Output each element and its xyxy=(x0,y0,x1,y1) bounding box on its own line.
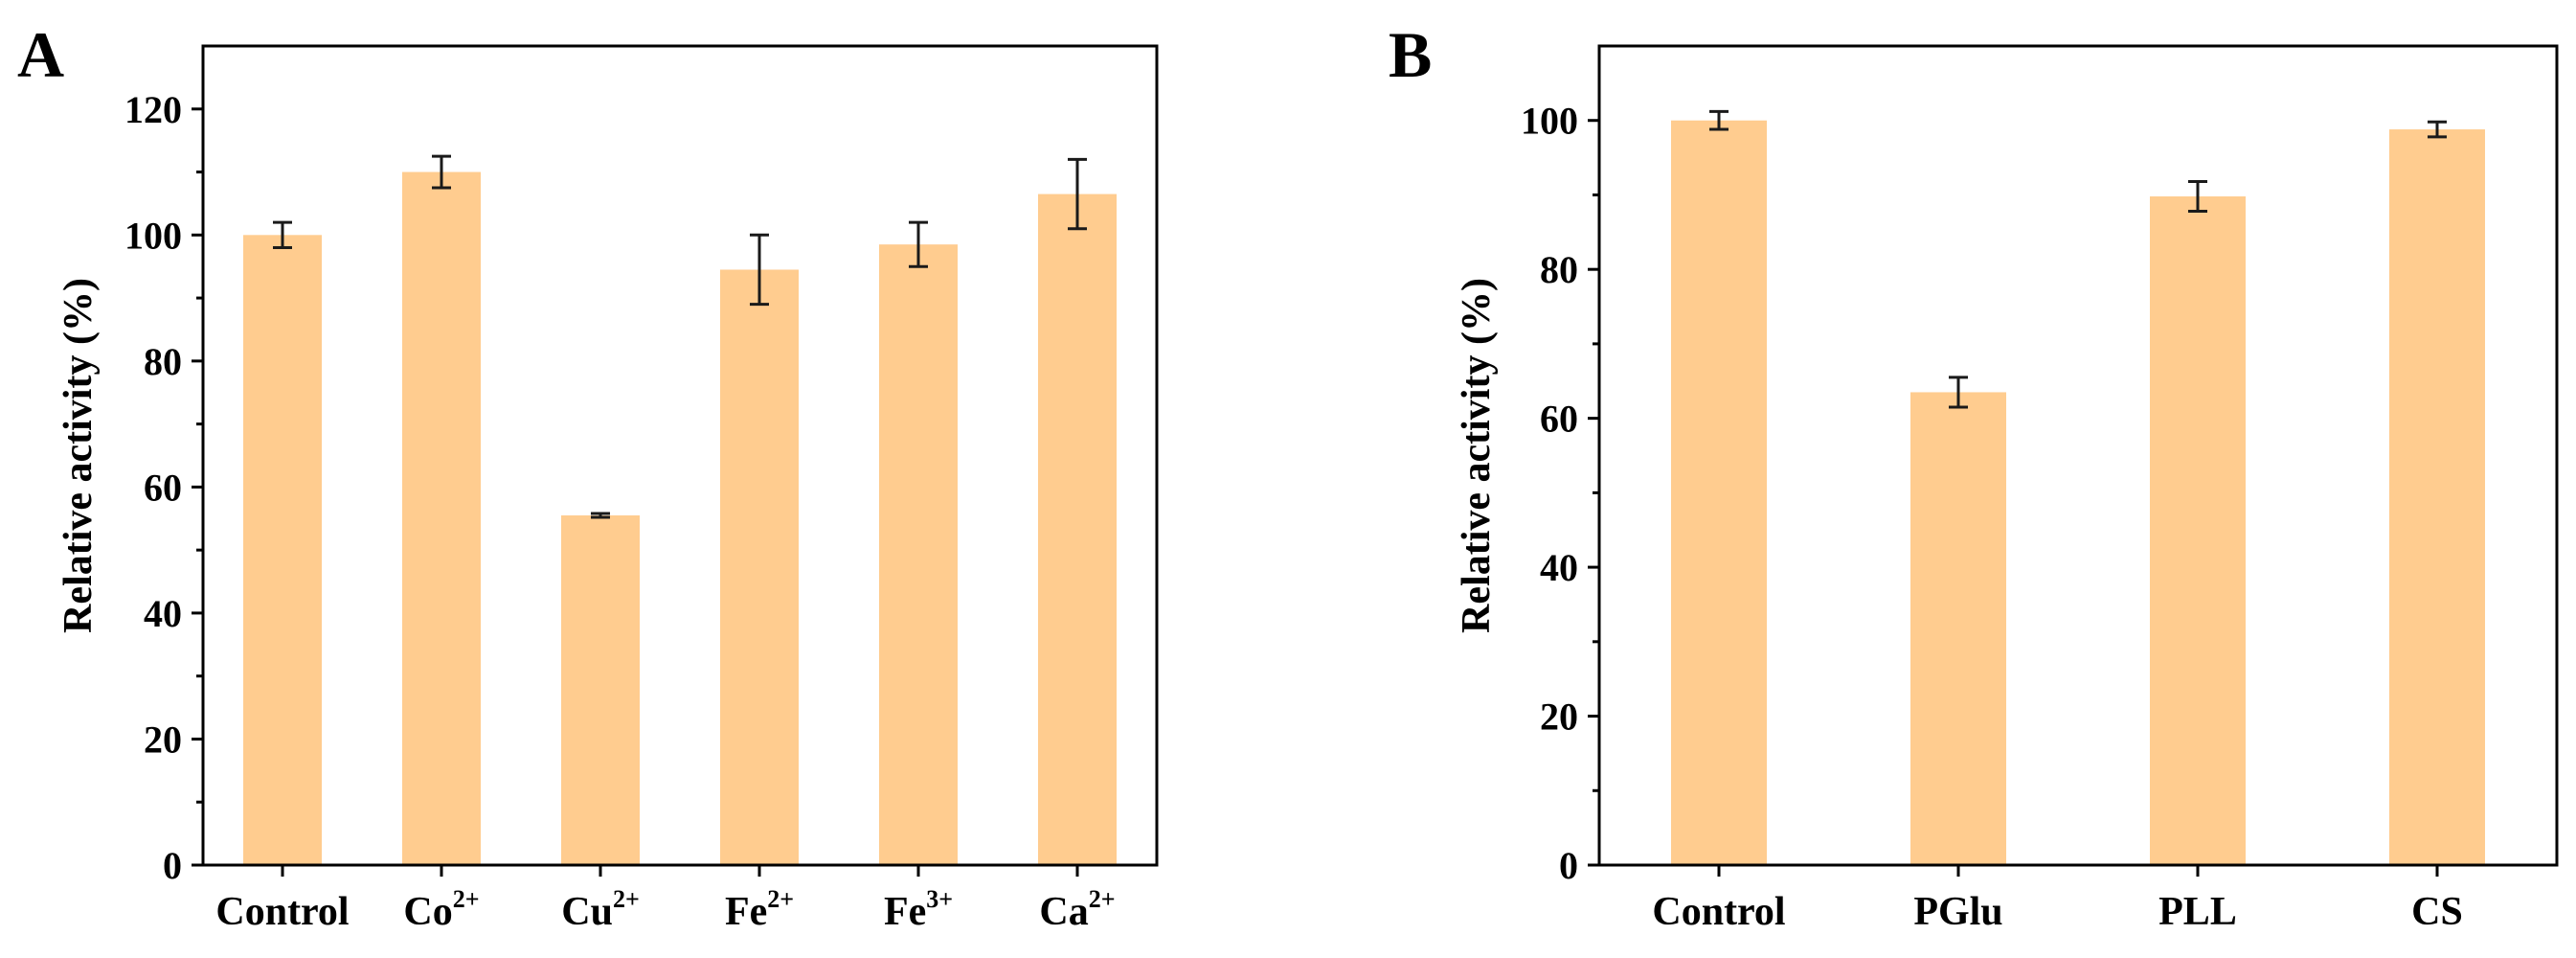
y-tick-label: 100 xyxy=(1521,100,1578,143)
plot-frame xyxy=(1597,44,2559,867)
y-axis-title: Relative activity (%) xyxy=(56,278,101,633)
bar xyxy=(243,235,322,866)
x-tick-label: Ca2+ xyxy=(1039,885,1115,934)
x-tick-label: Fe3+ xyxy=(884,885,953,934)
bar xyxy=(561,514,640,865)
x-tick-label: Control xyxy=(1652,890,1785,934)
x-tick-label: CS xyxy=(2411,890,2463,934)
bar xyxy=(2150,196,2246,865)
bar xyxy=(2389,129,2485,865)
error-bar xyxy=(1949,376,1968,409)
error-bar xyxy=(750,233,769,307)
y-tick-label: 40 xyxy=(1540,546,1578,589)
y-tick-label: 100 xyxy=(124,214,182,257)
x-tick-label: Co2+ xyxy=(403,885,479,934)
error-bar xyxy=(2428,120,2447,139)
bar xyxy=(720,269,799,865)
error-bar xyxy=(2188,179,2207,214)
error-bar xyxy=(273,220,292,249)
x-tick-label: Cu2+ xyxy=(561,885,640,934)
y-tick-label: 20 xyxy=(1540,696,1578,739)
error-bar xyxy=(909,220,928,268)
bar xyxy=(402,171,481,866)
error-bar xyxy=(1068,157,1087,231)
panel-letter: A xyxy=(17,18,64,91)
error-bar xyxy=(591,512,610,519)
x-tick-label: PLL xyxy=(2158,890,2237,934)
y-tick-label: 80 xyxy=(1540,248,1578,291)
y-tick-label: 20 xyxy=(144,718,182,761)
y-tick-label: 60 xyxy=(144,466,182,509)
y-axis-title: Relative activity (%) xyxy=(1455,278,1499,633)
error-bar xyxy=(1709,109,1729,131)
y-tick-label: 80 xyxy=(144,340,182,383)
error-bar xyxy=(432,154,451,190)
y-tick-label: 60 xyxy=(1540,398,1578,441)
bar xyxy=(1910,392,2006,865)
x-tick-label: PGlu xyxy=(1913,890,2002,934)
chart-panel-a: A Control Co2+ Cu2+ Fe2+ Fe3+ Ca2+ 0 20 40 60 80 100… xyxy=(17,18,1159,934)
bar xyxy=(879,244,958,865)
bar xyxy=(1671,120,1767,865)
y-tick-label: 0 xyxy=(163,844,182,887)
x-tick-label: Fe2+ xyxy=(725,885,794,934)
x-tick-label: Control xyxy=(215,890,349,934)
chart-panel-b: B Control PGlu PLL CS 0 20 40 60 80 100 Relative ac… xyxy=(1389,18,2559,934)
y-tick-label: 40 xyxy=(144,592,182,635)
y-tick-label: 120 xyxy=(124,88,182,131)
plot-frame xyxy=(201,44,1159,867)
y-tick-label: 0 xyxy=(1559,844,1578,887)
bar xyxy=(1038,194,1117,866)
panel-letter: B xyxy=(1389,18,1432,91)
